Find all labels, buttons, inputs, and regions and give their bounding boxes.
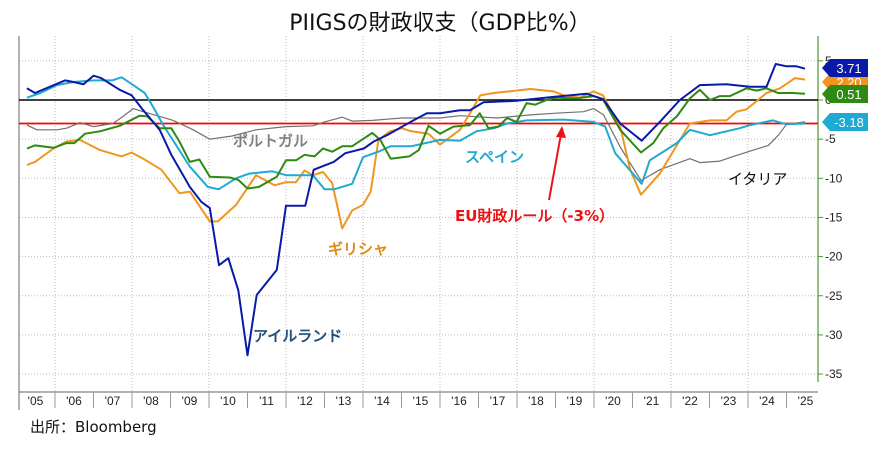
- x-tick-label: '12: [297, 394, 313, 408]
- label-ireland: アイルランド: [253, 327, 342, 345]
- x-tick-label: '09: [182, 394, 198, 408]
- x-tick-label: '16: [451, 394, 467, 408]
- x-tick-label: '24: [759, 394, 775, 408]
- series-lines: [26, 63, 806, 357]
- label-portugal: ポルトガル: [233, 132, 308, 150]
- value-label-box: [822, 59, 868, 77]
- x-tick-label: '15: [413, 394, 429, 408]
- y-tick-label: -15: [825, 210, 843, 224]
- x-tick-label: '21: [644, 394, 660, 408]
- y-tick-label: -35: [825, 367, 843, 381]
- label-italy: イタリア: [728, 170, 787, 188]
- x-tick-label: '11: [259, 394, 274, 408]
- eu-rule-arrow: [548, 133, 562, 201]
- x-axis: '05 '06 '07 '08 '09 '10 '11 '12 '13 '14 '15 '16 '17 '…: [28, 392, 814, 408]
- x-tick-label: '13: [336, 394, 352, 408]
- x-tick-label: '07: [105, 394, 121, 408]
- x-tick-label: '06: [66, 394, 82, 408]
- label-eu-rule: EU財政ルール（-3%）: [455, 207, 614, 225]
- label-greece: ギリシャ: [328, 240, 388, 258]
- x-tick-label: '18: [528, 394, 544, 408]
- chart-title: PIIGSの財政収支（GDP比%）: [289, 11, 590, 36]
- series-line-2: [26, 87, 806, 190]
- value-label: 3.71: [836, 61, 861, 76]
- x-tick-label: '22: [682, 394, 698, 408]
- x-tick-label: '14: [374, 394, 390, 408]
- x-tick-label: '20: [605, 394, 621, 408]
- x-tick-label: '17: [490, 394, 506, 408]
- value-label-box: [822, 85, 868, 103]
- x-tick-label: '05: [28, 394, 44, 408]
- label-spain: スペイン: [465, 148, 524, 166]
- last-value-labels: 2.203.710.51-3.18: [822, 59, 868, 131]
- y-tick-label: -5: [825, 132, 836, 146]
- x-tick-label: '08: [143, 394, 159, 408]
- value-label: 0.51: [836, 87, 861, 102]
- y-tick-label: -30: [825, 328, 843, 342]
- eu-rule-arrowhead-icon: [556, 126, 566, 138]
- source-note: 出所：Bloomberg: [30, 418, 157, 436]
- x-tick-label: '19: [567, 394, 583, 408]
- series-line-3: [26, 76, 806, 191]
- x-tick-label: '10: [220, 394, 236, 408]
- x-tick-label: '23: [721, 394, 737, 408]
- y-tick-label: -10: [825, 171, 843, 185]
- grid: [19, 36, 818, 392]
- series-line-0: [26, 63, 806, 357]
- series-line-4: [26, 107, 806, 182]
- y-tick-label: -20: [825, 250, 843, 264]
- value-label: -3.18: [834, 115, 864, 130]
- x-tick-label: '25: [798, 394, 814, 408]
- value-label-box: [822, 113, 868, 131]
- y-tick-label: -25: [825, 289, 843, 303]
- reference-lines: [19, 99, 818, 125]
